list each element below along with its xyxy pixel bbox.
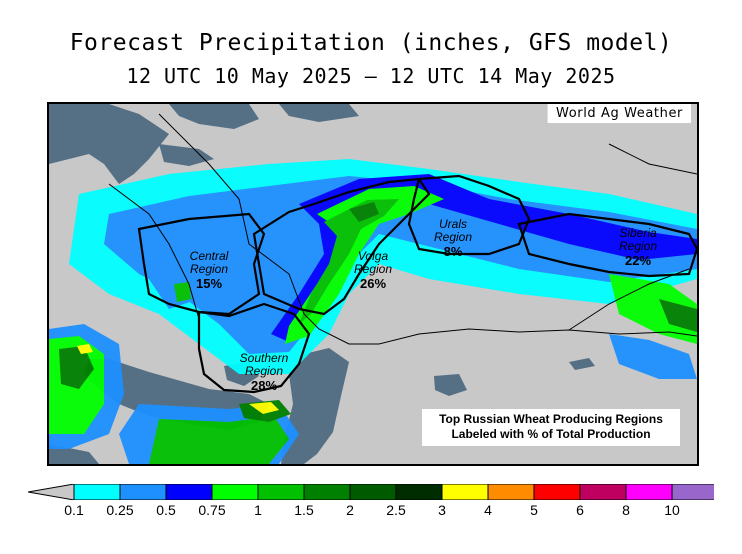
urals-region-outline	[407, 174, 531, 256]
country-borders	[108, 113, 697, 345]
legend-tick-label: 4	[484, 502, 492, 518]
precip-shading	[49, 159, 697, 464]
region-percent: 22%	[624, 253, 652, 268]
note-line-2: Labeled with % of Total Production	[451, 427, 651, 441]
region-name-line2: Region	[353, 262, 393, 276]
region-percent: 28%	[250, 378, 278, 393]
wheat-region-outlines	[137, 174, 697, 394]
region-name-line2: Region	[244, 364, 284, 378]
legend-color-swatch	[211, 484, 259, 500]
legend-color-swatch	[441, 484, 489, 500]
region-label-siberia: Siberia Region 22%	[608, 227, 668, 269]
aral-sea	[434, 374, 467, 396]
legend-color-swatch	[257, 484, 305, 500]
legend-color-swatch	[487, 484, 535, 500]
legend-color-swatch	[73, 484, 121, 500]
legend-tick-label: 3	[438, 502, 446, 518]
region-percent: 8%	[443, 244, 463, 259]
siberia-region-outline	[517, 212, 697, 278]
legend-color-swatch	[533, 484, 581, 500]
legend-color-swatch	[579, 484, 627, 500]
legend-tick-label: 1	[254, 502, 262, 518]
legend-tick-label: 0.25	[106, 502, 134, 518]
southern-region-outline	[197, 302, 311, 394]
legend-color-swatch	[303, 484, 351, 500]
note-line-1: Top Russian Wheat Producing Regions	[439, 412, 663, 426]
legend-tick-label: 10	[664, 502, 680, 518]
legend-tick-label: 2	[346, 502, 354, 518]
precipitation-map: World Ag Weather Central Region 15% Volg…	[47, 102, 699, 466]
region-percent: 15%	[195, 276, 223, 291]
legend-tick-label: 0.75	[198, 502, 226, 518]
barents-coast	[279, 104, 359, 122]
region-name-line1: Southern	[239, 351, 289, 365]
region-label-volga: Volga Region 26%	[345, 250, 401, 292]
legend-tick-label: 0.1	[64, 502, 84, 518]
map-subtitle: 12 UTC 10 May 2025 – 12 UTC 14 May 2025	[126, 64, 616, 88]
legend-color-swatch	[671, 484, 714, 500]
legend-tick-label: 5	[530, 502, 538, 518]
region-name-line1: Central	[189, 249, 229, 263]
credit-label: World Ag Weather	[547, 104, 691, 123]
legend-tick-label: 8	[622, 502, 630, 518]
legend-color-swatch	[119, 484, 167, 500]
lake-balkhash	[569, 358, 595, 370]
region-name-line2: Region	[433, 230, 473, 244]
region-name-line1: Siberia	[619, 226, 657, 240]
legend-color-swatch	[395, 484, 443, 500]
legend-color-swatch	[625, 484, 673, 500]
map-note: Top Russian Wheat Producing Regions Labe…	[422, 409, 680, 446]
map-title: Forecast Precipitation (inches, GFS mode…	[69, 30, 673, 56]
region-label-southern: Southern Region 28%	[231, 352, 297, 394]
region-name-line2: Region	[189, 262, 229, 276]
region-name-line1: Urals	[438, 217, 467, 231]
region-name-line1: Volga	[357, 249, 389, 263]
legend-color-swatch	[349, 484, 397, 500]
color-legend	[28, 484, 714, 500]
legend-below-min-arrow	[28, 484, 75, 500]
central-region-outline	[137, 212, 266, 316]
gulf-of-finland	[159, 144, 214, 166]
region-percent: 26%	[359, 276, 387, 291]
legend-color-swatch	[165, 484, 213, 500]
baltic-sea	[49, 104, 169, 184]
region-label-central: Central Region 15%	[181, 250, 237, 292]
region-label-urals: Urals Region 8%	[425, 218, 481, 260]
legend-tick-label: 6	[576, 502, 584, 518]
legend-tick-label: 2.5	[386, 502, 406, 518]
volga-region-outline	[252, 177, 431, 316]
region-name-line2: Region	[618, 239, 658, 253]
map-canvas	[49, 104, 697, 464]
white-sea	[169, 104, 259, 129]
legend-tick-label: 1.5	[294, 502, 314, 518]
legend-tick-label: 0.5	[156, 502, 176, 518]
